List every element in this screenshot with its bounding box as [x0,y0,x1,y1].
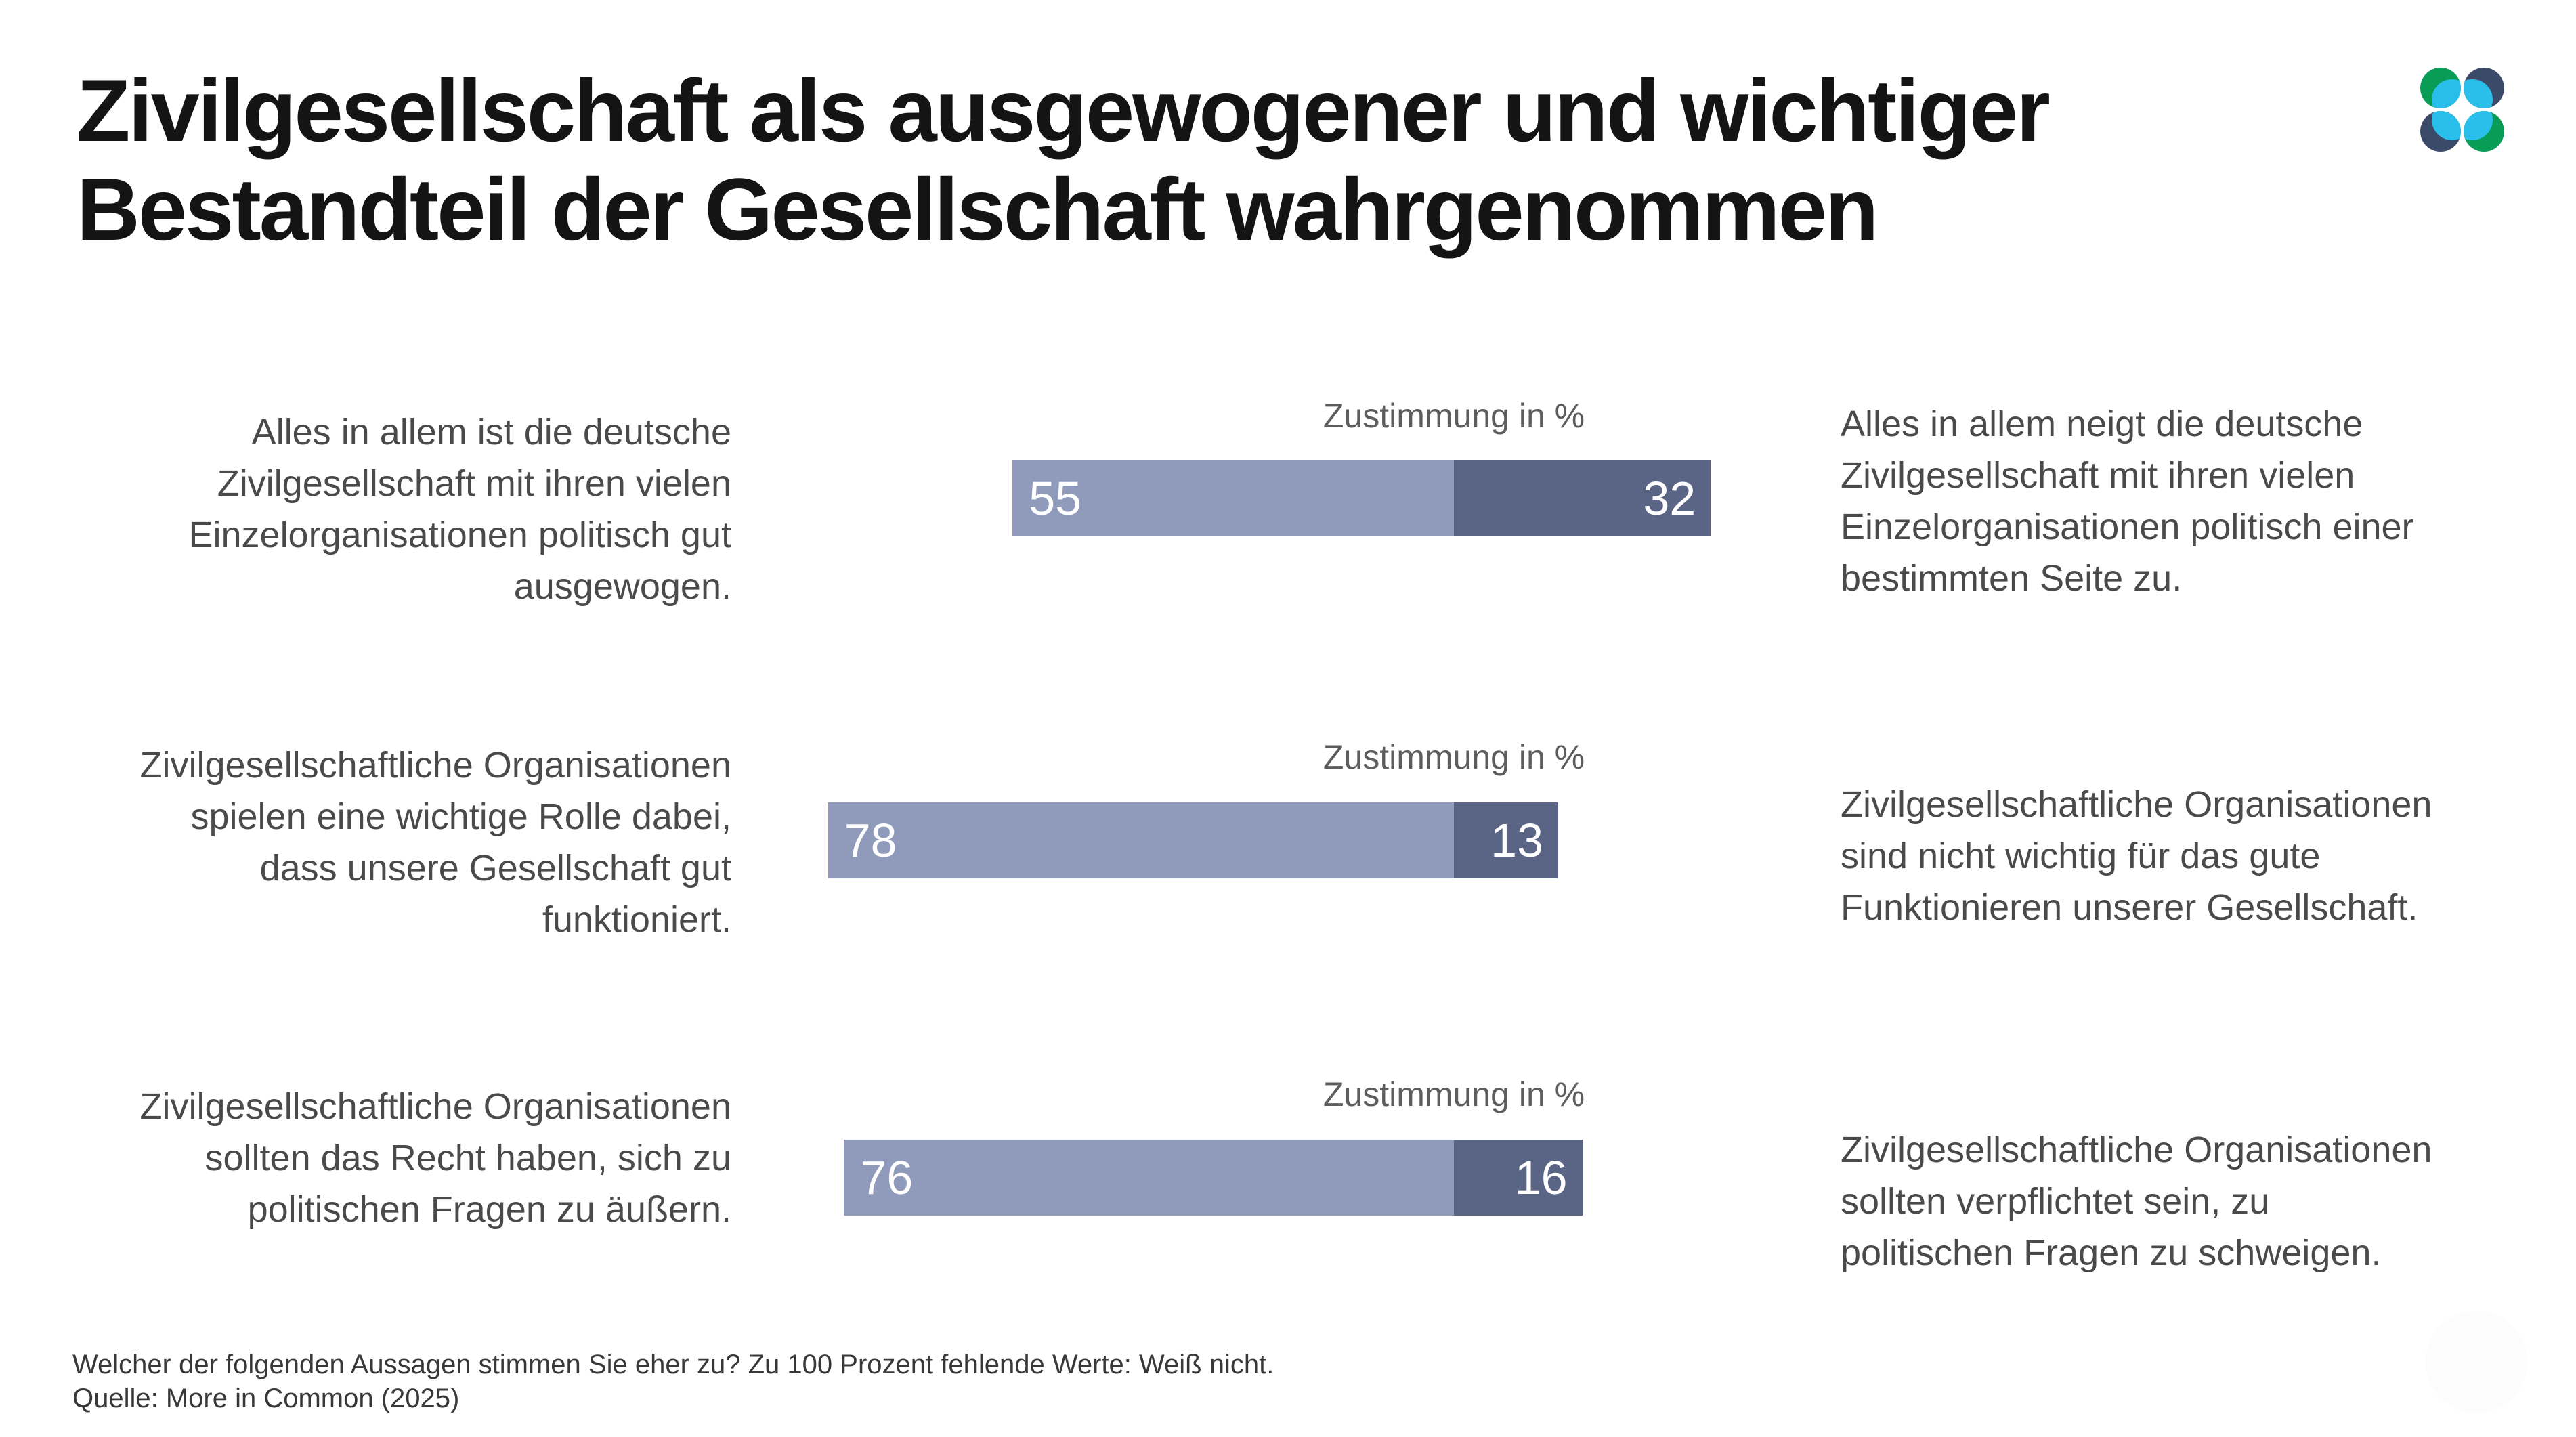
statement-right: Zivilgesellschaftliche Organisationen so… [1841,1124,2432,1279]
statement-line: sollten verpflichtet sein, zu [1841,1181,2270,1222]
bar-value-right: 13 [1490,814,1544,867]
statement-line: Alles in allem neigt die deutsche [1841,404,2363,444]
bar-agreement-right: 13 [1454,802,1559,878]
statement-line: spielen eine wichtige Rolle dabei, [190,796,731,837]
bar-value-left: 55 [1029,472,1082,525]
statement-line: Zivilgesellschaftliche Organisationen [1841,784,2432,825]
statement-line: sollten das Recht haben, sich zu [205,1138,731,1178]
bar-agreement-left: 55 [1012,460,1454,536]
statement-line: funktioniert. [542,899,731,940]
statement-line: Zivilgesellschaftliche Organisationen [1841,1130,2432,1170]
statement-line: sind nicht wichtig für das gute [1841,836,2321,876]
statement-line: bestimmten Seite zu. [1841,558,2183,599]
statement-line: Zivilgesellschaftliche Organisationen [139,1086,731,1127]
logo-leaf-cyan [2432,111,2461,140]
statement-left: Alles in allem ist die deutsche Zivilges… [188,406,731,612]
bar-value-left: 76 [860,1151,914,1204]
statement-line: Alles in allem ist die deutsche [251,412,731,452]
bar-value-right: 16 [1514,1151,1568,1204]
statement-left: Zivilgesellschaftliche Organisationen sp… [140,739,731,945]
logo-leaf-cyan [2432,79,2461,108]
bar-value-left: 78 [844,814,897,867]
statement-line: Einzelorganisationen politisch gut [188,515,731,555]
bar-agreement-right: 16 [1454,1140,1583,1216]
statement-line: politischen Fragen zu äußern. [247,1189,731,1230]
axis-label: Zustimmung in % [1323,738,1585,776]
bar-value-right: 32 [1643,472,1696,525]
statement-line: Zivilgesellschaft mit ihren vielen [1841,455,2355,496]
statement-line: politischen Fragen zu schweigen. [1841,1232,2382,1273]
bar-agreement-left: 78 [828,802,1454,878]
axis-label: Zustimmung in % [1323,397,1585,435]
statement-line: Funktionieren unserer Gesellschaft. [1841,887,2418,928]
statement-line: ausgewogen. [513,566,731,607]
footnote-text: Welcher der folgenden Aussagen stimmen S… [72,1350,1274,1379]
page-title: Zivilgesellschaft als ausgewogener und w… [77,61,2051,259]
bar-agreement-left: 76 [844,1140,1454,1216]
statement-line: Einzelorganisationen politisch einer [1841,507,2414,547]
statement-line: Zivilgesellschaft mit ihren vielen [217,463,731,504]
statement-line: Zivilgesellschaftliche Organisationen [139,745,731,786]
decorative-circle [2426,1311,2527,1413]
axis-label: Zustimmung in % [1323,1075,1585,1113]
page-title-line: Zivilgesellschaft als ausgewogener und w… [77,61,2051,160]
source-text: Quelle: More in Common (2025) [72,1384,460,1413]
statement-line: dass unsere Gesellschaft gut [259,848,731,888]
bar-agreement-right: 32 [1454,460,1711,536]
footer: Welcher der folgenden Aussagen stimmen S… [72,1348,1274,1415]
statement-left: Zivilgesellschaftliche Organisationen so… [140,1081,731,1235]
statement-right: Zivilgesellschaftliche Organisationen si… [1841,779,2432,933]
logo-leaf-cyan [2464,79,2493,108]
statement-right: Alles in allem neigt die deutsche Zivilg… [1841,398,2414,604]
page-title-line: Bestandteil der Gesellschaft wahrgenomme… [77,160,1879,259]
logo-leaf-cyan [2464,111,2493,140]
more-in-common-logo-icon [2420,68,2504,152]
